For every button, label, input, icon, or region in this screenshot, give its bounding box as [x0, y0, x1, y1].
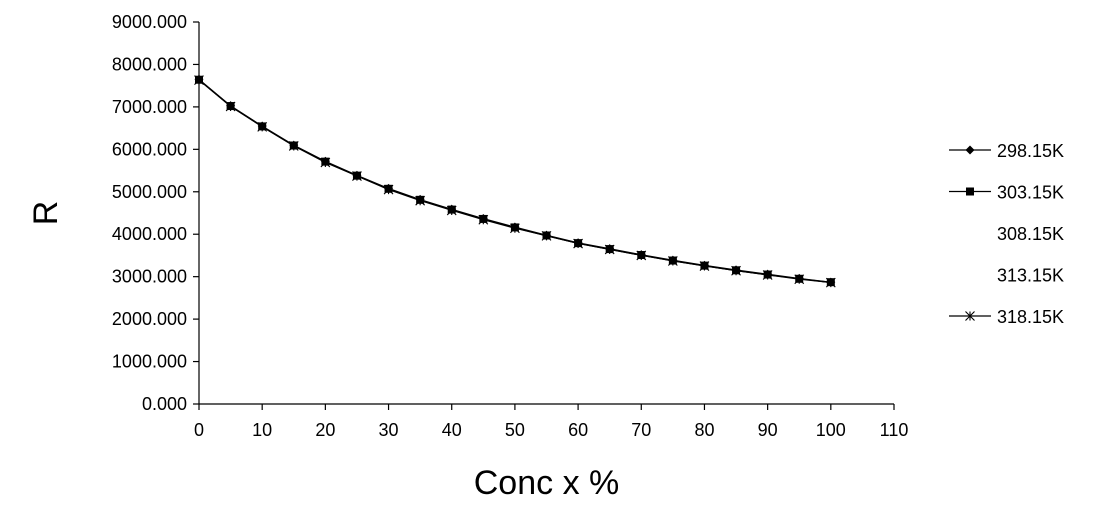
legend-item: 313.15K: [997, 266, 1064, 286]
data-point: [762, 270, 773, 280]
legend-label: 298.15K: [997, 141, 1064, 161]
legend: 298.15K 303.15K 308.15K 313.15K 318.15K: [949, 141, 1064, 327]
x-axis-title: Conc x %: [474, 464, 620, 502]
series-313.15K: [198, 79, 831, 284]
series-line: [198, 78, 831, 283]
x-tick-group: 0 10 20 30 40 50 60 70 80 90 100 110: [194, 404, 908, 440]
legend-item: 303.15K: [949, 183, 1064, 203]
legend-marker: [965, 311, 975, 321]
data-point: [288, 141, 299, 151]
data-point: [257, 121, 268, 132]
x-tick-label: 110: [880, 420, 909, 440]
data-point: [225, 101, 236, 112]
legend-item: 308.15K: [997, 224, 1064, 244]
data-point: [320, 157, 331, 168]
data-point: [446, 205, 457, 216]
legend-label: 308.15K: [997, 224, 1064, 244]
data-point: [383, 184, 394, 195]
legend-item: 318.15K: [949, 307, 1064, 327]
x-tick-label: 100: [816, 420, 846, 440]
data-point: [667, 256, 678, 266]
y-tick-label: 9000.000: [112, 12, 187, 32]
y-tick-label: 4000.000: [112, 224, 187, 244]
data-point: [604, 244, 615, 255]
series-308.15K: [198, 79, 831, 284]
series-line: [198, 79, 831, 284]
data-point: [731, 265, 741, 276]
data-point: [573, 238, 583, 249]
legend-label: 313.15K: [997, 266, 1064, 286]
y-tick-label: 5000.000: [112, 182, 187, 202]
x-tick-label: 80: [694, 420, 714, 440]
x-tick-label: 60: [568, 420, 588, 440]
legend-item: 298.15K: [949, 141, 1064, 161]
data-point: [636, 250, 647, 261]
legend-marker: [966, 187, 974, 196]
x-tick-label: 50: [505, 420, 525, 440]
series-line: [198, 79, 831, 284]
data-point: [415, 195, 426, 206]
x-tick-label: 10: [252, 420, 272, 440]
data-point: [825, 277, 836, 288]
data-point: [478, 214, 489, 225]
y-axis-title: R: [27, 201, 65, 226]
x-tick-label: 90: [758, 420, 778, 440]
y-tick-label: 6000.000: [112, 139, 187, 159]
y-tick-group: 0.000 1000.000 2000.000 3000.000 4000.000 500…: [112, 12, 199, 414]
x-tick-label: 0: [194, 420, 204, 440]
y-tick-label: 7000.000: [112, 97, 187, 117]
data-point: [794, 274, 805, 285]
x-tick-label: 30: [379, 420, 399, 440]
data-point: [352, 171, 362, 181]
legend-label: 318.15K: [997, 307, 1064, 327]
data-point: [510, 223, 520, 234]
data-point: [699, 261, 710, 271]
series-318.15K: [194, 75, 836, 288]
y-tick-label: 1000.000: [112, 352, 187, 372]
x-tick-label: 40: [442, 420, 462, 440]
series-line: [198, 79, 831, 283]
y-tick-label: 0.000: [142, 394, 187, 414]
series-298.15K: [194, 74, 836, 287]
x-tick-label: 20: [315, 420, 335, 440]
data-point: [541, 231, 552, 241]
legend-marker: [965, 145, 975, 155]
series-303.15K: [195, 75, 835, 287]
axes: [198, 22, 894, 405]
y-tick-label: 8000.000: [112, 54, 187, 74]
legend-label: 303.15K: [997, 183, 1064, 203]
plot-area: [194, 74, 836, 288]
series-line: [198, 79, 831, 284]
y-tick-label: 2000.000: [112, 309, 187, 329]
y-tick-label: 3000.000: [112, 267, 187, 287]
x-tick-label: 70: [631, 420, 651, 440]
